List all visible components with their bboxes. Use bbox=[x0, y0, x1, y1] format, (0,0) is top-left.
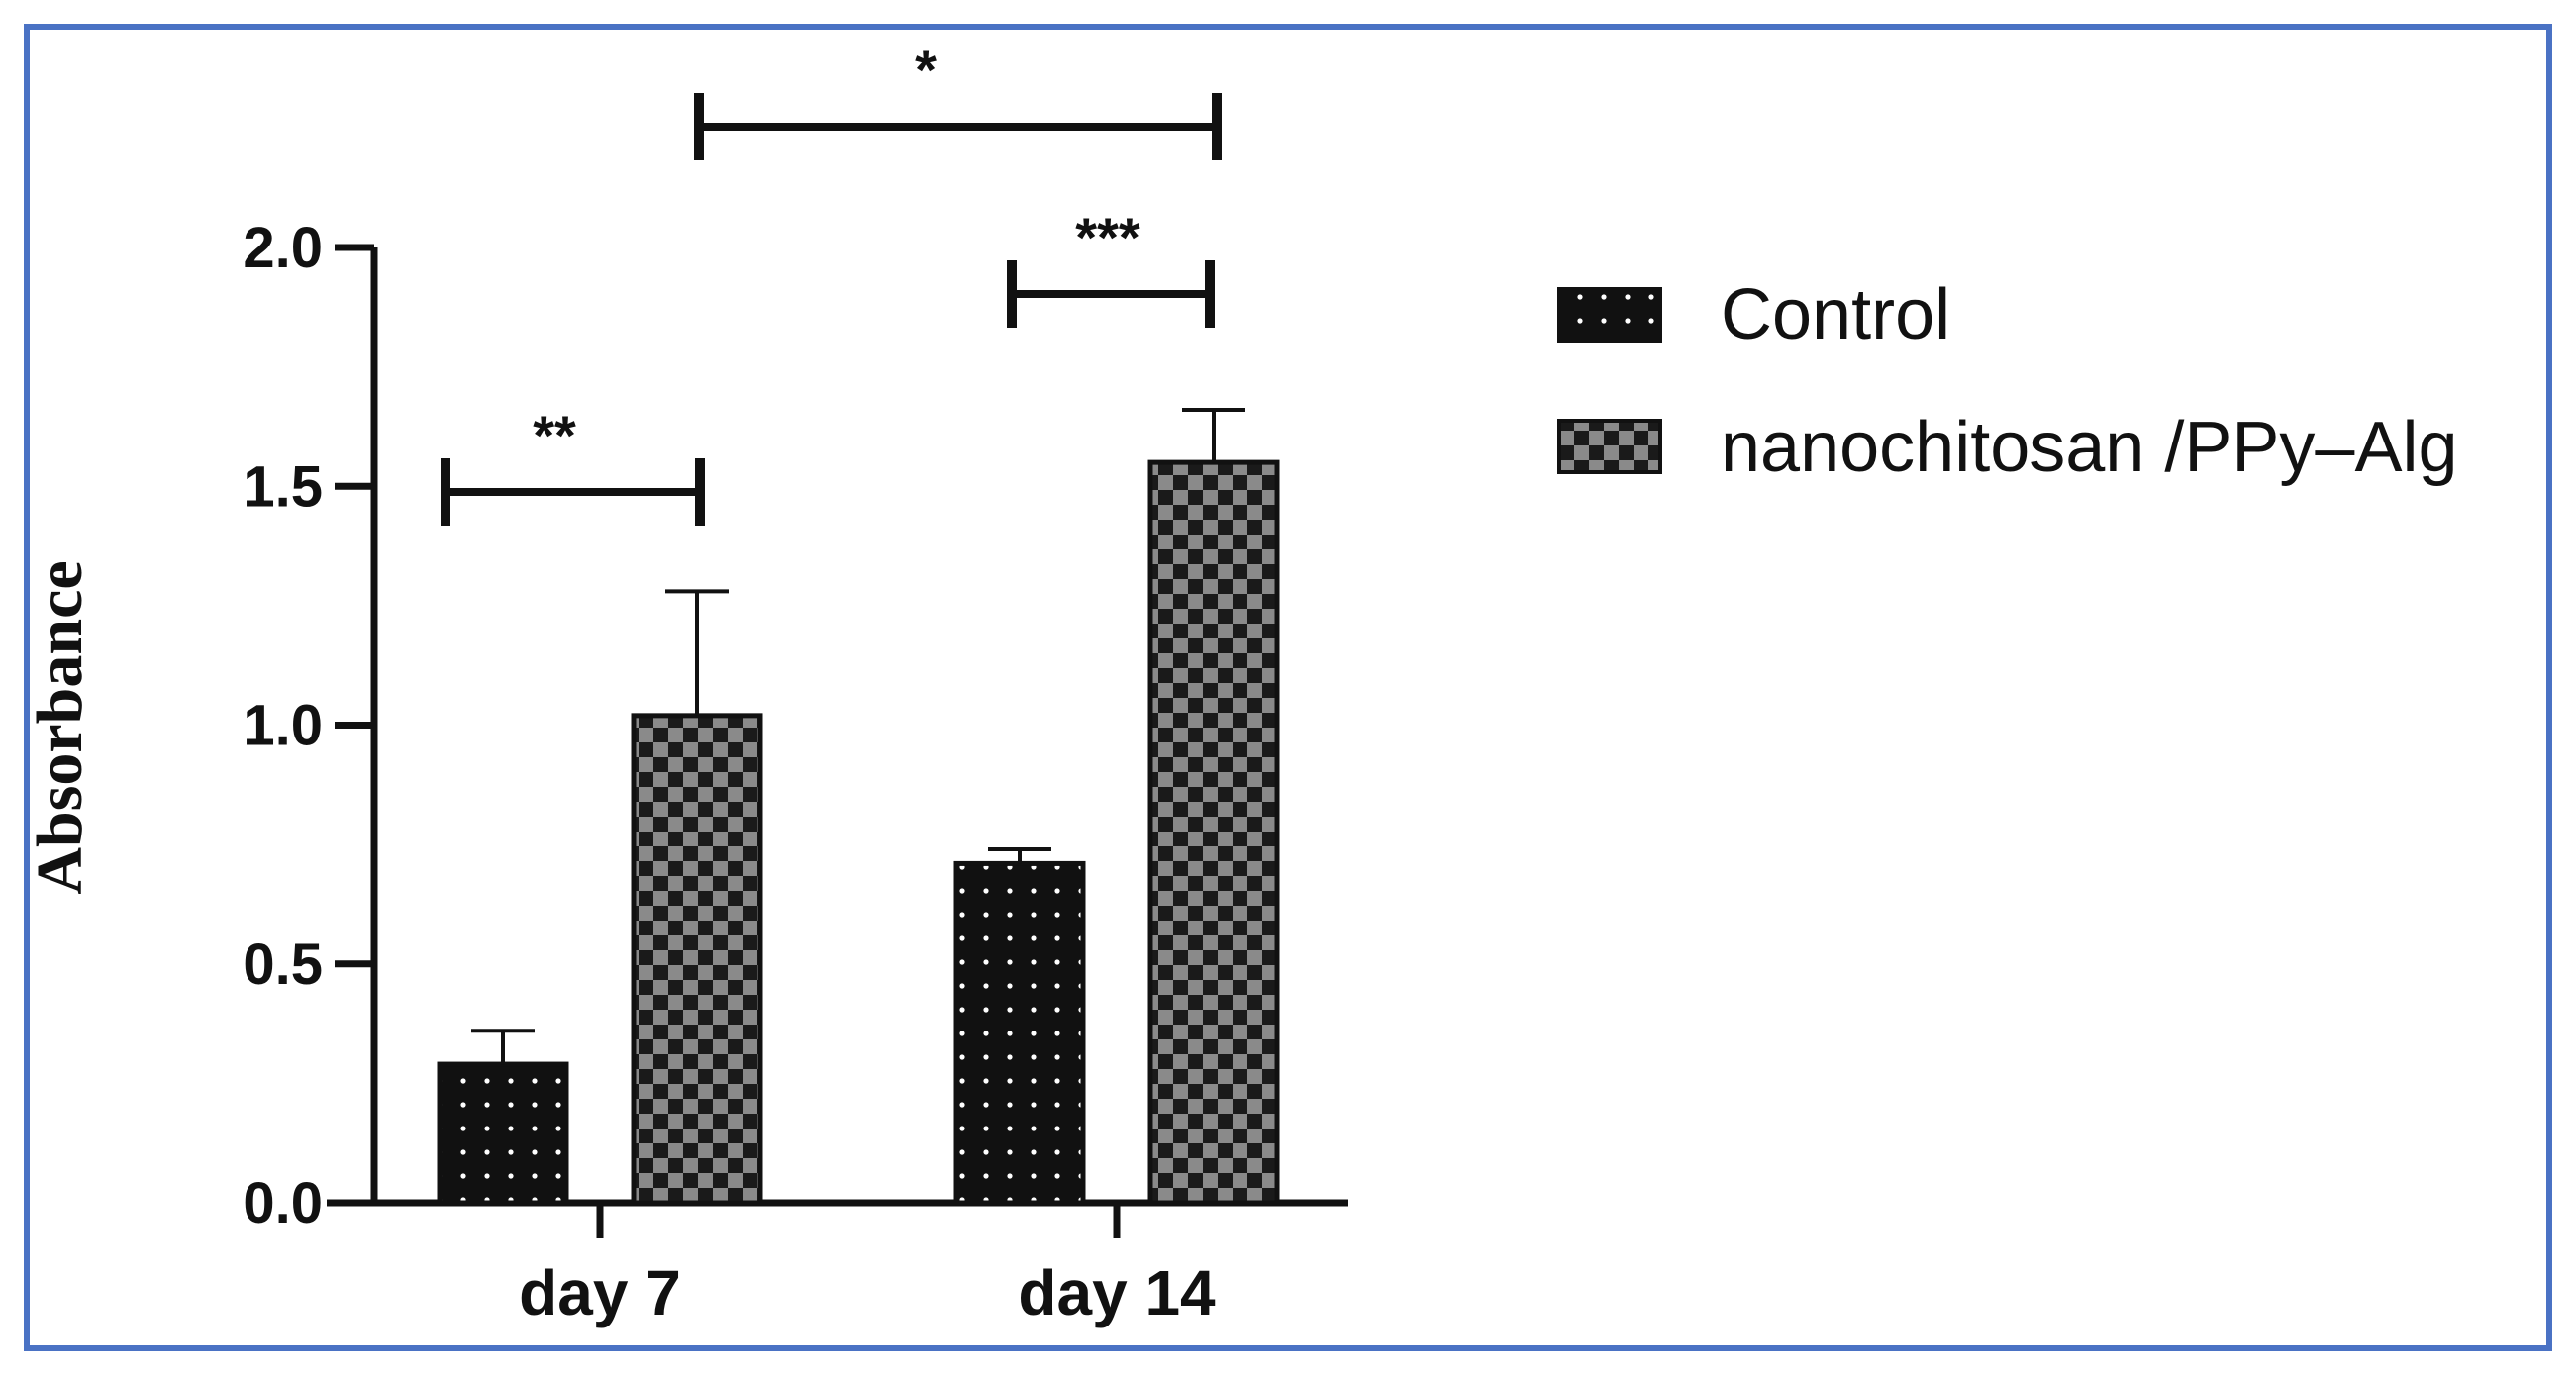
x-ticks: day 7 day 14 bbox=[519, 1203, 1216, 1328]
legend-swatch-control bbox=[1557, 287, 1662, 343]
bars bbox=[437, 459, 1280, 1206]
y-tick-label: 1.5 bbox=[243, 454, 323, 519]
significance-label: *** bbox=[1075, 206, 1140, 268]
legend-swatch-nanochitosan bbox=[1557, 419, 1662, 474]
y-tick-label: 0.0 bbox=[243, 1171, 323, 1235]
bar-nanochitosan-day-7 bbox=[631, 713, 763, 1206]
bar-nanochitosan-day-14 bbox=[1147, 459, 1280, 1206]
y-tick-label: 0.5 bbox=[243, 933, 323, 997]
x-tick-label: day 14 bbox=[1018, 1257, 1216, 1328]
significance-label: ** bbox=[533, 404, 576, 466]
y-ticks: 0.0 0.5 1.0 1.5 2.0 bbox=[243, 216, 374, 1235]
error-bars bbox=[471, 408, 1245, 1065]
y-tick-label: 2.0 bbox=[243, 216, 323, 280]
y-axis-label: Absorbance bbox=[24, 560, 96, 894]
bar-control-day-7 bbox=[437, 1061, 569, 1206]
y-tick-label: 1.0 bbox=[243, 694, 323, 758]
legend: Control nanochitosan /PPy–Alg bbox=[1557, 275, 2458, 487]
x-tick-label: day 7 bbox=[519, 1257, 681, 1328]
bar-control-day-14 bbox=[953, 860, 1086, 1206]
significance-brackets: ****** bbox=[441, 39, 1222, 526]
legend-label-control: Control bbox=[1721, 275, 1950, 354]
legend-label-nanochitosan: nanochitosan /PPy–Alg bbox=[1721, 408, 2458, 487]
significance-label: * bbox=[915, 39, 937, 101]
